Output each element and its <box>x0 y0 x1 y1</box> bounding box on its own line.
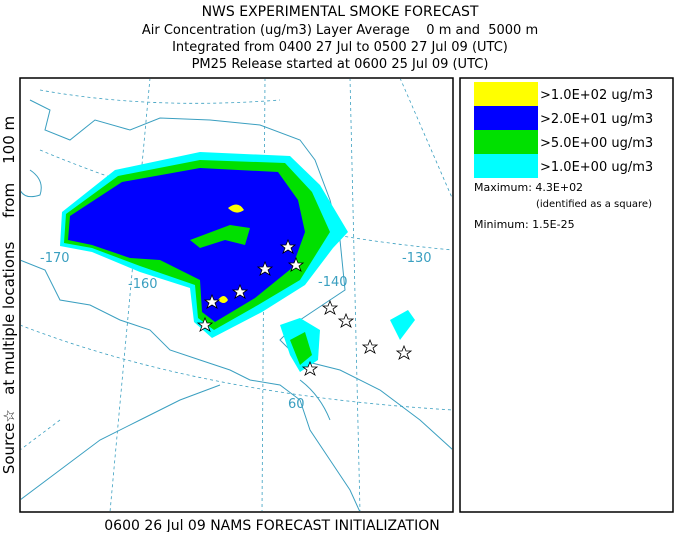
legend: Maximum: 4.3E+02 (identified as a square… <box>459 77 674 513</box>
coastline <box>21 99 452 511</box>
map-label: -140 <box>318 275 348 290</box>
legend-label: >1.0E+02 ug/m3 <box>540 88 653 103</box>
maximum-note: (identified as a square) <box>536 199 652 210</box>
legend-swatch <box>474 106 538 130</box>
side-label: Source☆ at multiple locations from 100 m <box>0 116 18 474</box>
subtitle: Integrated from 0400 27 Jul to 0500 27 J… <box>172 40 508 55</box>
legend-label: >1.0E+00 ug/m3 <box>540 160 653 175</box>
map-label: -160 <box>128 277 158 292</box>
source-markers <box>196 238 413 376</box>
map-label: -130 <box>402 251 432 266</box>
legend-swatch <box>474 130 538 154</box>
subtitle: PM25 Release started at 0600 25 Jul 09 (… <box>192 57 489 72</box>
map-label: 60 <box>288 397 305 412</box>
legend-swatch <box>474 154 538 178</box>
legend-label: >2.0E+01 ug/m3 <box>540 112 653 127</box>
title: NWS EXPERIMENTAL SMOKE FORECAST <box>202 4 479 20</box>
legend-swatch <box>474 82 538 106</box>
minimum: Minimum: 1.5E-25 <box>474 218 575 231</box>
maximum: Maximum: 4.3E+02 <box>474 181 583 194</box>
graticule <box>21 79 452 511</box>
legend-label: >5.0E+00 ug/m3 <box>540 136 653 151</box>
subtitle: Air Concentration (ug/m3) Layer Average … <box>142 23 538 38</box>
footer: 0600 26 Jul 09 NAMS FORECAST INITIALIZAT… <box>104 518 439 532</box>
smoke-plume <box>60 152 415 372</box>
map: -170 -160 -140 -130 60 <box>19 77 454 513</box>
map-label: -170 <box>40 251 70 266</box>
